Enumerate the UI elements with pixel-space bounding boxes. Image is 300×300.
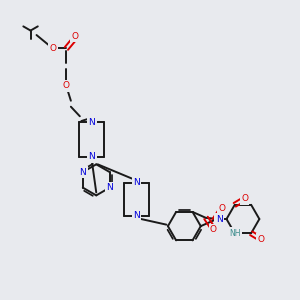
Text: O: O [241,194,248,203]
Text: N: N [216,214,222,224]
Text: N: N [88,118,95,127]
Text: O: O [72,32,79,41]
Text: N: N [133,211,140,220]
Text: N: N [133,178,140,187]
Text: N: N [88,152,95,161]
Text: O: O [63,81,70,90]
Text: O: O [50,44,56,53]
Text: NH: NH [229,229,241,238]
Text: O: O [218,204,225,213]
Text: O: O [210,225,217,234]
Text: O: O [257,235,265,244]
Text: N: N [106,183,113,192]
Text: N: N [80,168,86,177]
